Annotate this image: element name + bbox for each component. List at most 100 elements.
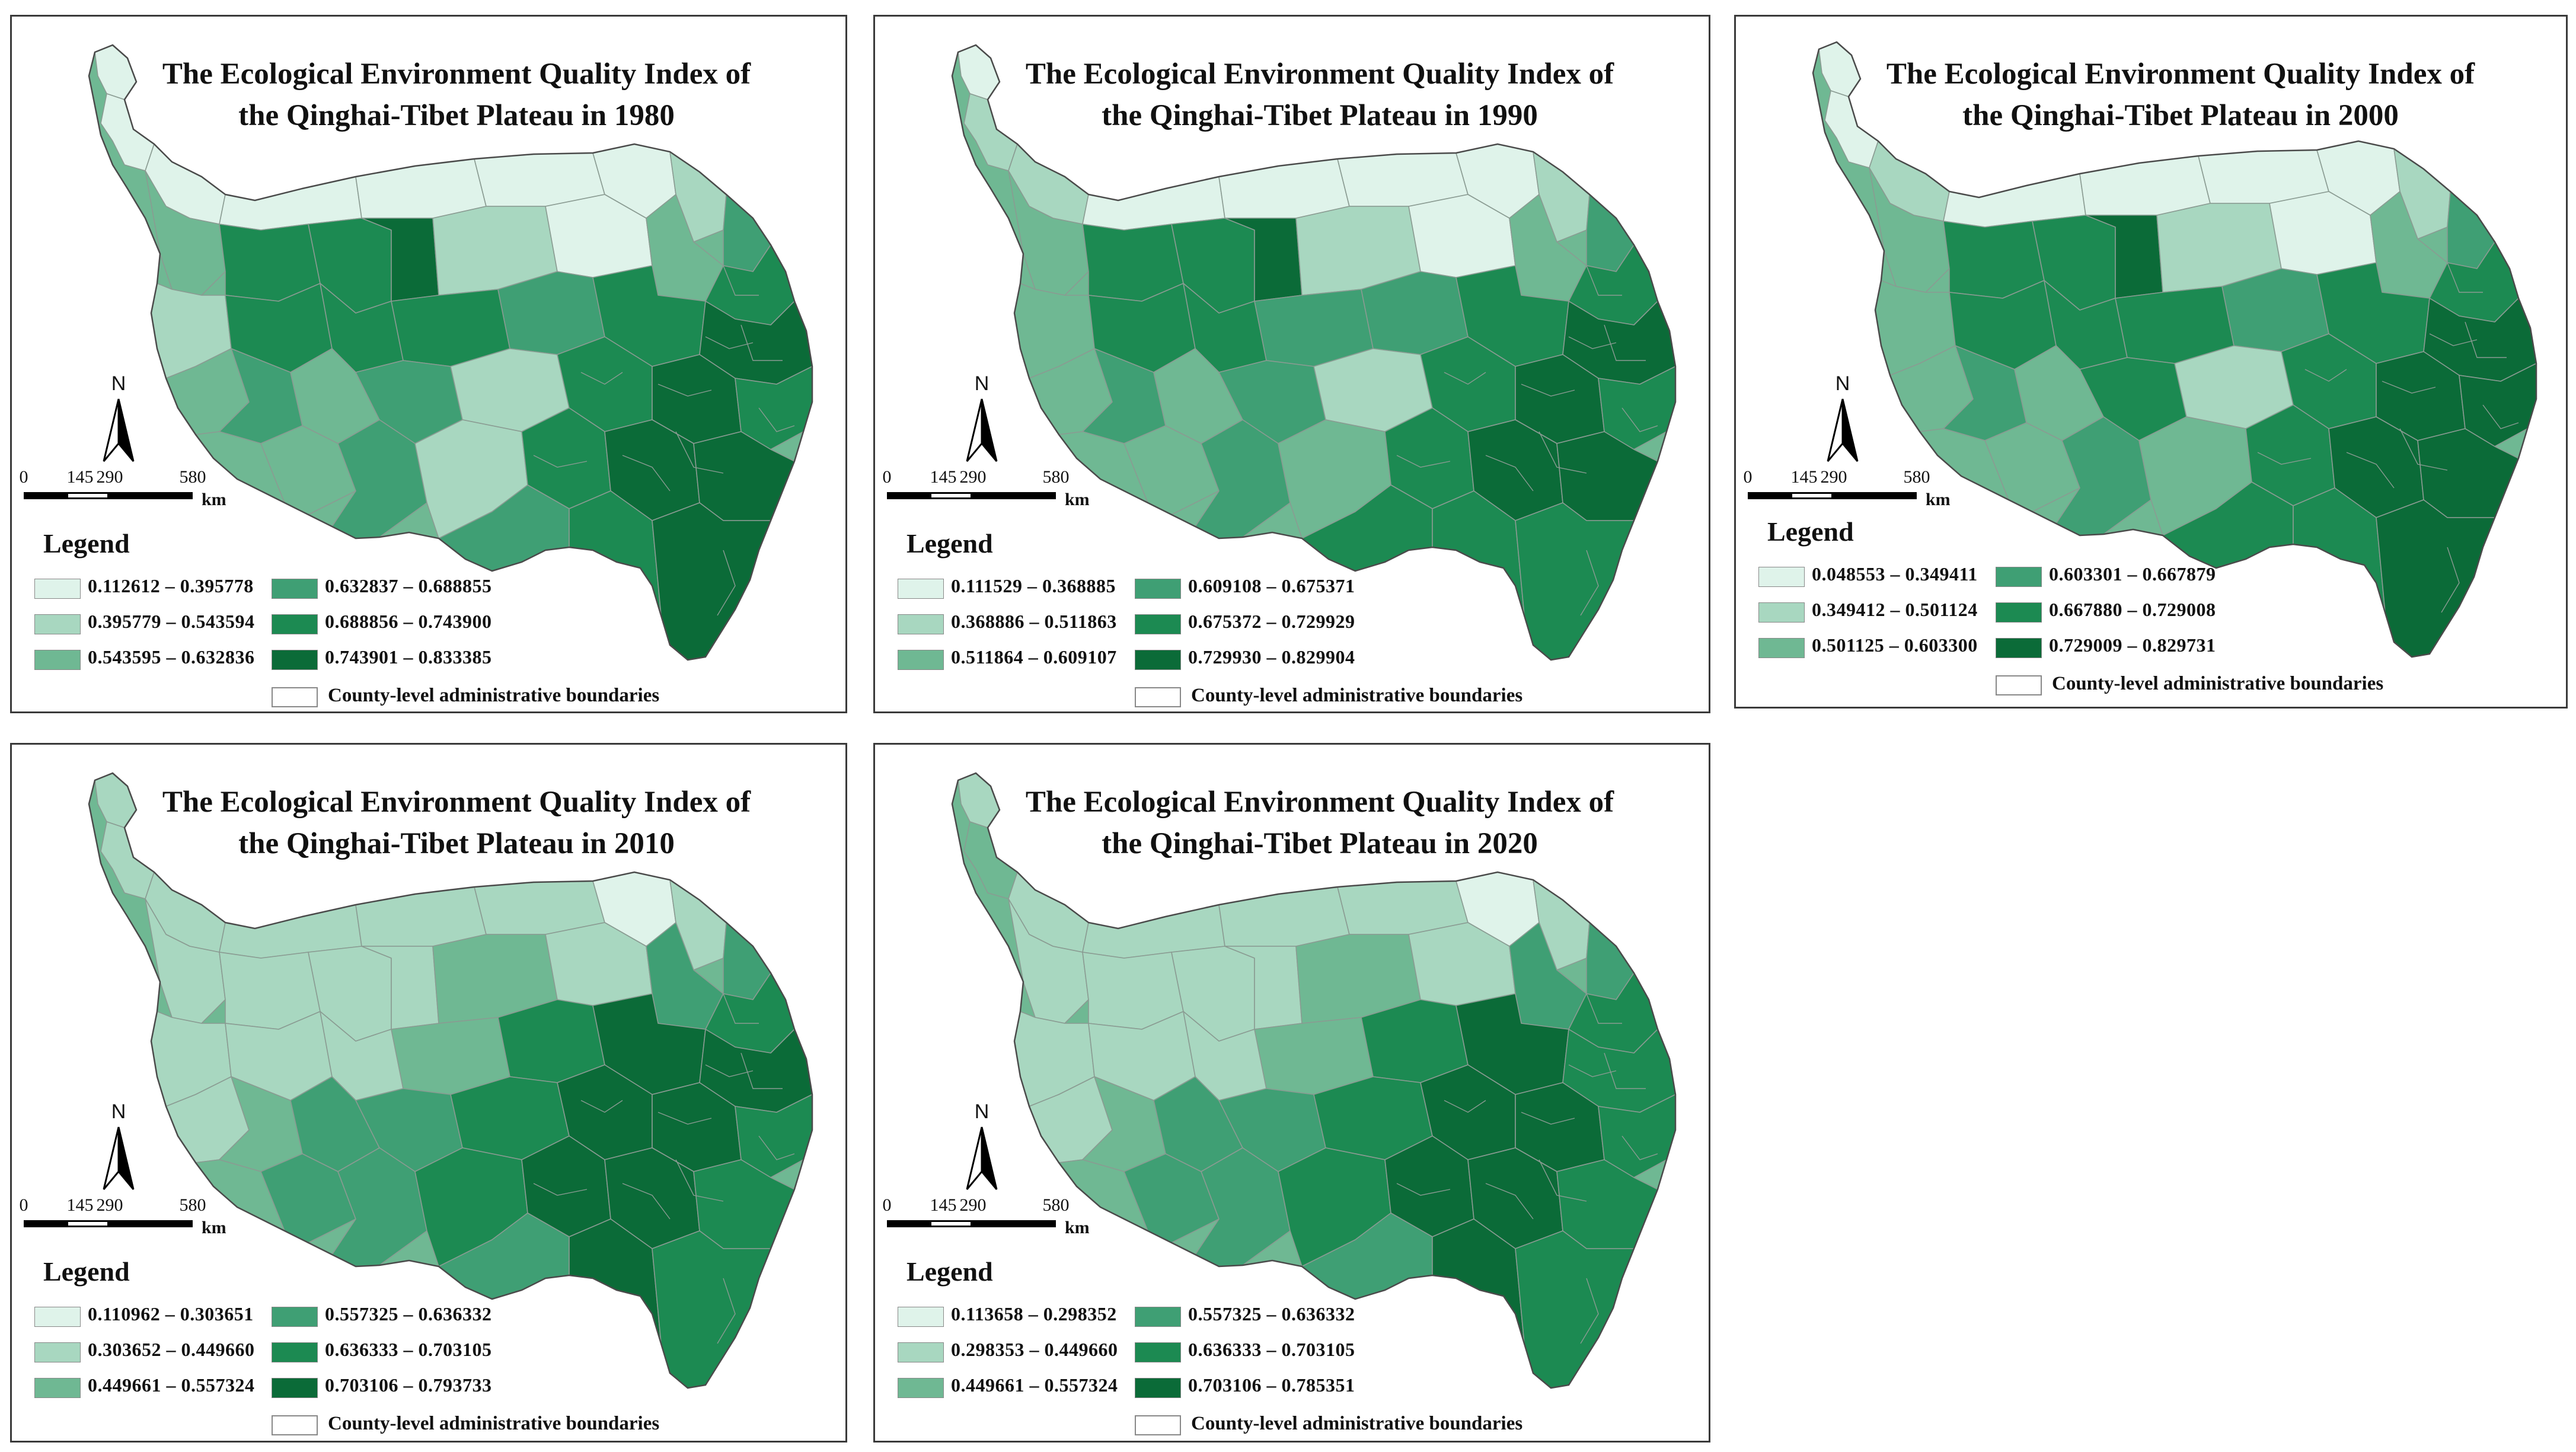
county-boundary-line [533, 1183, 588, 1196]
scale-segment [972, 492, 1056, 499]
legend-title: Legend [43, 1256, 130, 1287]
county-boundary-line [2346, 452, 2395, 489]
scale-segment [1790, 492, 1833, 499]
scale-tick-label: 145 [1790, 467, 1818, 487]
legend: Legend 0.111529 – 0.368885 0.368886 – 0.51… [898, 528, 1698, 717]
scale-segment [109, 492, 193, 499]
county-boundary-line [1580, 1278, 1599, 1344]
map-panel-2020: The Ecological Environment Quality Index… [873, 743, 1710, 1443]
scale-segment [109, 1220, 193, 1227]
plateau-outline [951, 772, 1677, 1389]
county-boundary-line [740, 324, 783, 361]
legend-swatch [1996, 602, 2042, 623]
legend-class-range: 0.557325 – 0.636332 [325, 1303, 492, 1325]
county-boundary-line [1396, 1183, 1451, 1196]
county-boundary-line [580, 1100, 623, 1113]
county-boundary-line [1586, 993, 1622, 1024]
legend-class-range: 0.675372 – 0.729929 [1188, 611, 1355, 632]
boundary-label: County-level administrative boundaries [2052, 673, 2384, 694]
county-boundary-line [2304, 369, 2347, 382]
boundary-label: County-level administrative boundaries [328, 685, 660, 706]
scale-segment [1748, 492, 1790, 499]
legend-class-range: 0.543595 – 0.632836 [88, 646, 255, 668]
county-boundary-line [1604, 1052, 1646, 1089]
plateau-outline [1812, 41, 2537, 658]
plateau-map [951, 44, 1677, 661]
county-boundary-line [1538, 1159, 1587, 1202]
scale-segment [24, 492, 66, 499]
county-boundary-line [2441, 547, 2460, 613]
legend-swatch [272, 1342, 318, 1362]
legend-swatch [34, 1307, 81, 1327]
north-arrow-icon: N [955, 372, 1008, 473]
boundary-swatch [272, 687, 318, 707]
legend-class-range: 0.688856 – 0.743900 [325, 611, 492, 632]
north-label: N [111, 1100, 126, 1123]
map-panel-2000: The Ecological Environment Quality Index… [1734, 15, 2568, 709]
legend-title: Legend [906, 528, 993, 559]
county-boundary-line [758, 1135, 795, 1160]
north-label: N [974, 372, 989, 395]
legend-class-range: 0.111529 – 0.368885 [951, 575, 1116, 596]
county-boundary-line [1444, 1100, 1486, 1113]
legend-class-range: 0.609108 – 0.675371 [1188, 575, 1355, 596]
boundary-label: County-level administrative boundaries [1191, 685, 1523, 706]
county-region [2079, 155, 2211, 216]
county-boundary-line [2447, 262, 2483, 293]
legend: Legend 0.110962 – 0.303651 0.303652 – 0.44… [34, 1256, 835, 1445]
north-arrow-icon: N [92, 372, 145, 473]
scale-tick-label: 580 [179, 467, 206, 487]
legend-swatch [898, 650, 944, 670]
plateau-outline [951, 44, 1677, 661]
legend-class-range: 0.501125 – 0.603300 [1812, 634, 1978, 656]
legend-swatch [1758, 638, 1805, 658]
scale-tick-label: 290 [959, 1195, 987, 1215]
scale-tick-label: 580 [1042, 1195, 1070, 1215]
legend-class-range: 0.113658 – 0.298352 [951, 1303, 1117, 1325]
county-boundary-line [1485, 455, 1534, 492]
legend-swatch [34, 579, 81, 599]
legend-swatch [34, 650, 81, 670]
legend-class-range: 0.395779 – 0.543594 [88, 611, 255, 632]
legend-class-range: 0.729930 – 0.829904 [1188, 646, 1355, 668]
scale-tick-label: 580 [179, 1195, 206, 1215]
county-boundary-line [1580, 550, 1599, 616]
county-boundary-line [1621, 1135, 1658, 1160]
legend-title: Legend [43, 528, 130, 559]
legend-class-range: 0.112612 – 0.395778 [88, 575, 254, 596]
north-label: N [974, 1100, 989, 1123]
legend-swatch [272, 1378, 318, 1398]
legend-swatch [1135, 1342, 1181, 1362]
legend-class-range: 0.729009 – 0.829731 [2049, 634, 2216, 656]
legend-swatch [898, 579, 944, 599]
legend-class-range: 0.368886 – 0.511863 [951, 611, 1117, 632]
legend: Legend 0.048553 – 0.349411 0.349412 – 0.50… [1758, 516, 2559, 706]
boundary-swatch [272, 1415, 318, 1435]
plateau-outline [88, 44, 813, 661]
legend-class-range: 0.557325 – 0.636332 [1188, 1303, 1355, 1325]
legend-class-range: 0.110962 – 0.303651 [88, 1303, 254, 1325]
legend-swatch [1758, 602, 1805, 623]
scale-tick-label: 0 [882, 1195, 892, 1215]
scale-tick-label: 0 [19, 467, 28, 487]
legend-class-range: 0.743901 – 0.833385 [325, 646, 492, 668]
map-panel-1990: The Ecological Environment Quality Index… [873, 15, 1710, 713]
scale-bar: 0 145 290 580 km [20, 1195, 226, 1237]
scale-segment [24, 1220, 66, 1227]
scale-segment [930, 1220, 972, 1227]
map-title: The Ecological Environment Quality Index… [1025, 786, 1614, 860]
map-panel-1980: The Ecological Environment Quality Index… [10, 15, 847, 713]
legend-class-range: 0.349412 – 0.501124 [1812, 599, 1978, 620]
county-boundary-line [2382, 381, 2436, 394]
scale-segment [66, 1220, 109, 1227]
legend-class-range: 0.703106 – 0.785351 [1188, 1374, 1355, 1396]
scale-tick-label: 0 [1743, 467, 1753, 487]
scale-tick-label: 290 [96, 1195, 123, 1215]
legend-swatch [34, 1342, 81, 1362]
legend: Legend 0.112612 – 0.395778 0.395779 – 0.54… [34, 528, 835, 717]
north-arrow-icon: N [955, 1100, 1008, 1201]
legend-swatch [898, 614, 944, 634]
legend-swatch [1135, 579, 1181, 599]
scale-bar: 0 145 290 580 km [20, 467, 226, 509]
legend-class-range: 0.449661 – 0.557324 [951, 1374, 1118, 1396]
